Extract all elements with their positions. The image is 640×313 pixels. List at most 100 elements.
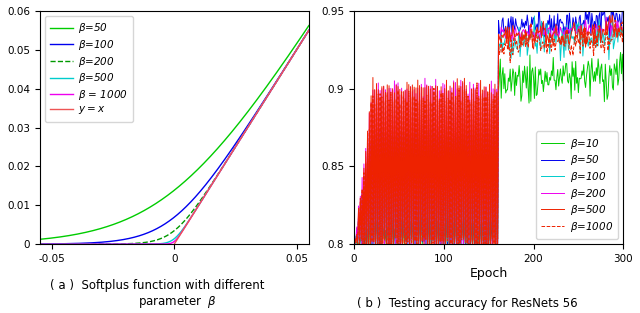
$\beta$=200 — [271, 83, 278, 87]
$\beta$=100 — [150, 228, 158, 232]
$\beta$=200 — [83, 242, 90, 246]
$\beta$=10 — [578, 69, 586, 73]
$\beta$=10 — [352, 242, 360, 246]
$\beta$=50 — [352, 239, 360, 243]
Line: $\beta$=100: $\beta$=100 — [355, 16, 623, 244]
$\beta$=100 — [352, 242, 360, 246]
$\beta$=1000 — [352, 242, 360, 245]
Legend: $\beta$=50, $\beta$=100, $\beta$=200, $\beta$=500, $\beta$ = 1000, $y=x$: $\beta$=50, $\beta$=100, $\beta$=200, $\… — [45, 16, 133, 121]
Line: $\beta$=200: $\beta$=200 — [355, 17, 623, 244]
Line: $\beta$ = 1000: $\beta$ = 1000 — [40, 30, 309, 244]
$\beta$=50 — [83, 230, 90, 234]
$\beta$=100 — [139, 233, 147, 237]
$\beta$=200 — [511, 28, 518, 32]
$\beta$=500 — [351, 241, 359, 245]
$\beta$=50 — [271, 74, 278, 77]
$\beta$=50 — [510, 24, 518, 28]
$\beta$=50 — [67, 233, 74, 237]
$y=x$ — [150, 274, 158, 277]
$\beta$=50 — [535, 1, 543, 5]
$\beta$=200 — [577, 24, 585, 28]
Line: $\beta$=200: $\beta$=200 — [40, 30, 309, 244]
$\beta$=1000 — [511, 32, 518, 36]
$\beta$ = 1000 — [271, 83, 278, 87]
$\beta$=1000 — [356, 242, 364, 246]
$\beta$=200 — [351, 242, 359, 246]
$\beta$=100 — [595, 18, 603, 22]
$\beta$=1000 — [351, 237, 359, 241]
Line: $\beta$=50: $\beta$=50 — [355, 3, 623, 244]
$\beta$=500 — [271, 83, 278, 87]
$\beta$ = 1000 — [139, 242, 147, 246]
$\beta$=100 — [578, 23, 586, 27]
X-axis label: Epoch: Epoch — [470, 267, 508, 280]
$\beta$=200 — [305, 28, 313, 32]
$\beta$=10 — [620, 79, 627, 83]
$\beta$=100 — [67, 242, 74, 245]
Line: $\beta$=500: $\beta$=500 — [355, 15, 623, 244]
$\beta$=500 — [300, 37, 307, 41]
$\beta$=50 — [139, 209, 147, 213]
$\beta$=10 — [353, 240, 360, 244]
$\beta$=50 — [620, 8, 627, 12]
$\beta$=100 — [271, 82, 278, 86]
$\beta$=500 — [609, 13, 616, 17]
$\beta$=100 — [515, 25, 523, 29]
$\beta$=200 — [620, 25, 627, 29]
Legend: $\beta$=10, $\beta$=50, $\beta$=100, $\beta$=200, $\beta$=500, $\beta$=1000: $\beta$=10, $\beta$=50, $\beta$=100, $\b… — [536, 131, 618, 239]
$\beta$ = 1000 — [83, 242, 90, 246]
$\beta$=500 — [67, 242, 74, 246]
$\beta$=200 — [510, 39, 518, 43]
Line: $\beta$=1000: $\beta$=1000 — [355, 20, 623, 244]
$\beta$=500 — [512, 34, 520, 38]
$\beta$=500 — [516, 39, 524, 43]
$\beta$=500 — [578, 30, 586, 34]
$\beta$=200 — [515, 29, 523, 33]
$\beta$ = 1000 — [305, 28, 313, 32]
$\beta$=500 — [36, 242, 44, 246]
$\beta$=10 — [351, 234, 359, 238]
$\beta$=100 — [83, 241, 90, 245]
$\beta$ = 1000 — [300, 37, 307, 41]
$\beta$=50 — [511, 28, 518, 32]
$\beta$ = 1000 — [150, 242, 158, 246]
$\beta$=100 — [305, 28, 313, 32]
$\beta$=500 — [352, 237, 360, 241]
$\beta$=100 — [36, 242, 44, 246]
$\beta$=50 — [36, 238, 44, 241]
$\beta$=1000 — [516, 35, 524, 39]
$\beta$=200 — [352, 239, 360, 243]
$\beta$=500 — [354, 242, 362, 246]
Line: $\beta$=50: $\beta$=50 — [40, 26, 309, 239]
Line: $y=x$: $y=x$ — [40, 30, 309, 313]
Line: $\beta$=500: $\beta$=500 — [40, 30, 309, 244]
$\beta$ = 1000 — [36, 242, 44, 246]
$\beta$=200 — [67, 242, 74, 246]
Line: $\beta$=10: $\beta$=10 — [355, 52, 623, 244]
$\beta$=1000 — [578, 30, 586, 34]
$\beta$=1000 — [595, 24, 603, 28]
$\beta$=50 — [305, 24, 313, 28]
$\beta$=200 — [300, 37, 307, 41]
Line: $\beta$=100: $\beta$=100 — [40, 30, 309, 244]
$\beta$=10 — [617, 50, 625, 54]
$\beta$=200 — [150, 239, 158, 243]
$\beta$=200 — [139, 241, 147, 244]
$y=x$ — [300, 37, 307, 41]
$\beta$=500 — [620, 19, 627, 23]
$y=x$ — [305, 28, 313, 32]
Text: ( b )  Testing accuracy for ResNets 56: ( b ) Testing accuracy for ResNets 56 — [357, 297, 577, 310]
$\beta$=1000 — [512, 42, 520, 46]
$\beta$=50 — [578, 22, 586, 26]
$y=x$ — [271, 83, 278, 87]
$\beta$=200 — [602, 15, 610, 19]
$\beta$=50 — [150, 203, 158, 206]
$\beta$=50 — [351, 242, 359, 246]
$\beta$=500 — [305, 28, 313, 32]
$\beta$=50 — [300, 32, 307, 35]
$\beta$=500 — [83, 242, 90, 246]
$\beta$=10 — [516, 76, 524, 80]
$\beta$=100 — [531, 14, 538, 18]
$\beta$=50 — [515, 30, 523, 34]
$\beta$ = 1000 — [67, 242, 74, 246]
